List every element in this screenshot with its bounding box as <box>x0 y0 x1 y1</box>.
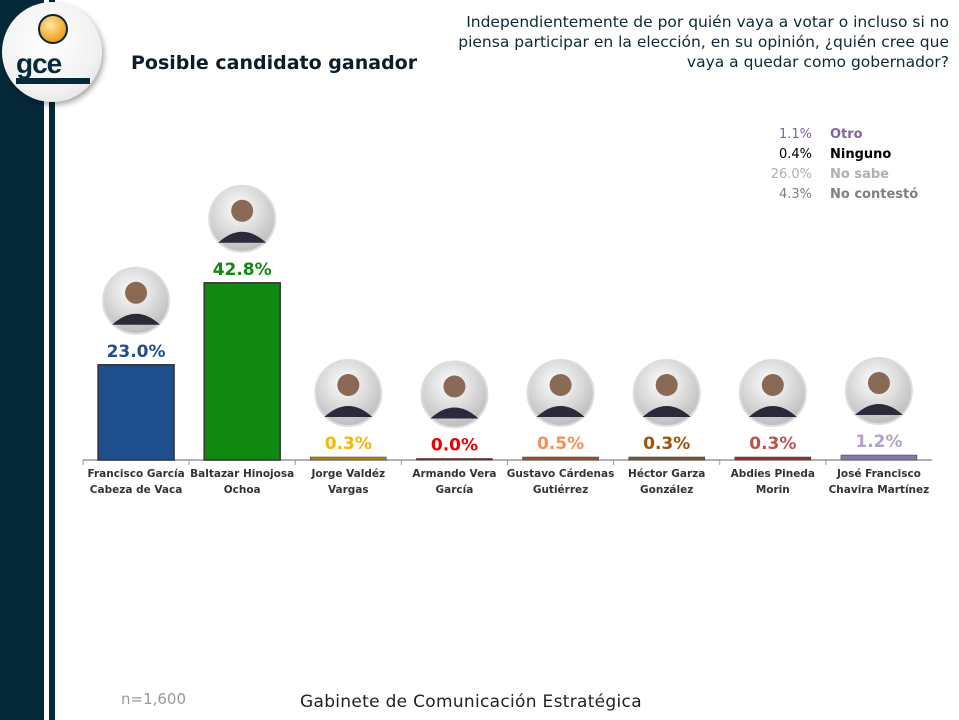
suit-icon <box>748 406 797 417</box>
legend-item: 0.4% Ninguno <box>760 147 918 167</box>
bar <box>97 364 175 461</box>
data-label: 0.3% <box>325 434 372 454</box>
suit-icon <box>324 406 373 417</box>
legend-item: 1.1% Otro <box>760 127 918 147</box>
face-icon <box>549 374 572 396</box>
category-label: Armando Vera <box>412 468 496 480</box>
legend-item: 26.0% No sabe <box>760 167 918 187</box>
bar <box>416 458 493 461</box>
face-icon <box>231 199 254 222</box>
data-label: 0.0% <box>431 436 478 456</box>
category-label: Jorge Valdéz <box>311 468 386 480</box>
legend-label: No contestó <box>830 187 919 202</box>
legend-value: 26.0% <box>770 167 812 182</box>
sample-size: n=1,600 <box>121 690 187 708</box>
bar <box>734 456 812 461</box>
sidebar-stripe <box>0 0 44 720</box>
data-label: 42.8% <box>213 260 272 280</box>
face-icon <box>443 375 466 398</box>
suit-icon <box>536 406 585 417</box>
page-title: Posible candidato ganador <box>131 52 418 74</box>
face-icon <box>867 372 890 395</box>
legend-value: 4.3% <box>778 187 812 202</box>
category-label: Morin <box>756 484 790 496</box>
category-label: Héctor Garza <box>628 468 705 480</box>
bar <box>310 456 387 461</box>
category-label: Gutiérrez <box>533 484 588 496</box>
footer-org: Gabinete de Comunicación Estratégica <box>300 692 642 712</box>
suit-icon <box>642 406 691 417</box>
face-icon <box>655 374 678 396</box>
bar <box>628 456 705 461</box>
category-label: Vargas <box>328 484 369 496</box>
sidebar-stripe-thin <box>49 0 55 720</box>
gce-logo: gce <box>2 2 102 102</box>
category-label: Abdies Pineda <box>731 468 815 480</box>
category-label: Francisco García <box>87 468 184 480</box>
suit-icon <box>218 231 267 243</box>
survey-question: Independientemente de por quién vaya a v… <box>458 13 949 71</box>
category-label: Chavira Martínez <box>829 484 930 496</box>
bar <box>203 282 281 461</box>
legend-item: 4.3% No contestó <box>760 187 918 207</box>
legend-label: Ninguno <box>830 147 892 162</box>
category-label: Gustavo Cárdenas <box>507 468 615 480</box>
category-label: Baltazar Hinojosa <box>190 468 294 480</box>
legend-label: Otro <box>830 127 863 142</box>
category-label: José Francisco <box>836 468 921 480</box>
category-label: García <box>436 484 474 496</box>
bar <box>840 454 918 461</box>
category-label: Cabeza de Vaca <box>90 484 183 496</box>
data-label: 0.5% <box>537 434 584 454</box>
legend: 1.1% Otro 0.4% Ninguno 26.0% No sabe 4.3% No co… <box>760 127 918 207</box>
suit-icon <box>430 407 479 419</box>
suit-icon <box>112 313 161 325</box>
suit-icon <box>854 404 903 416</box>
legend-value: 0.4% <box>778 147 812 162</box>
category-label: Ochoa <box>224 484 261 496</box>
legend-label: No sabe <box>830 167 889 182</box>
bar <box>522 456 599 461</box>
data-label: 0.3% <box>643 434 690 454</box>
face-icon <box>125 281 148 304</box>
data-label: 23.0% <box>107 342 166 362</box>
face-icon <box>761 374 784 396</box>
data-label: 0.3% <box>749 434 796 454</box>
category-label: González <box>640 484 693 496</box>
face-icon <box>337 374 360 396</box>
data-label: 1.2% <box>855 432 902 452</box>
legend-value: 1.1% <box>778 127 812 142</box>
